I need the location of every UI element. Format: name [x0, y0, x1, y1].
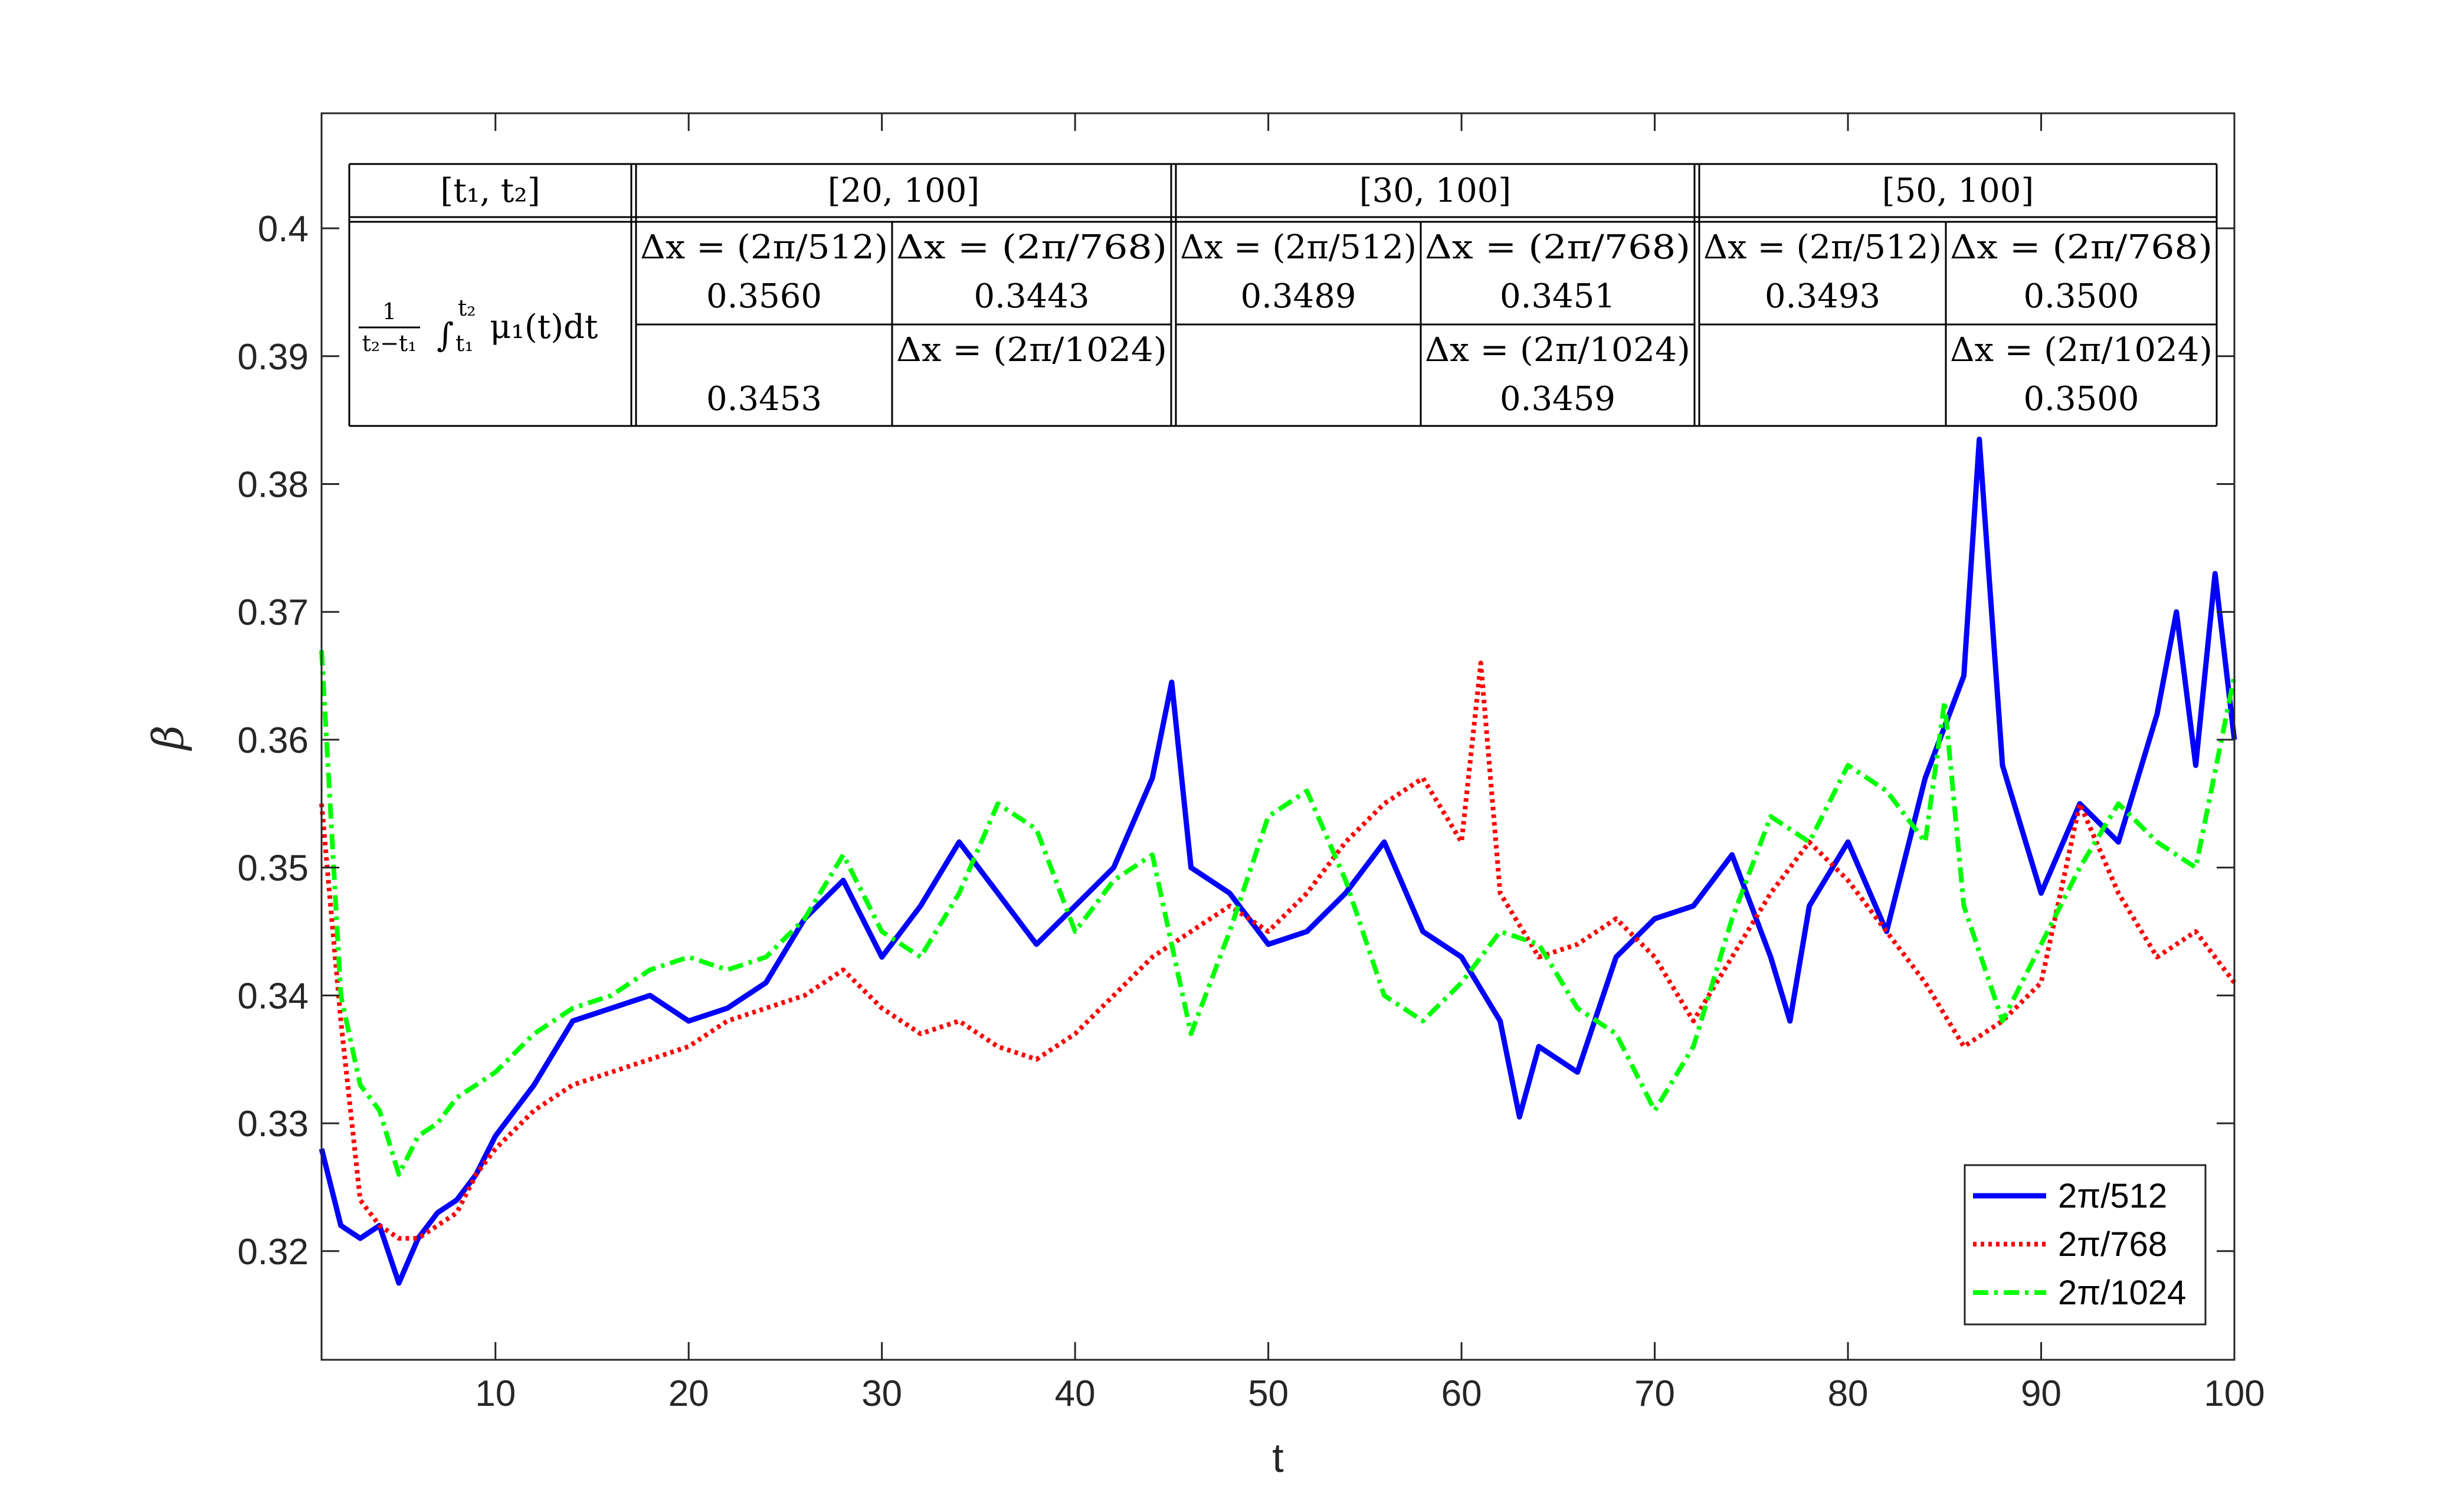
x-tick-label: 30 [861, 1373, 902, 1414]
series-line-3 [319, 650, 2237, 1177]
legend: 2π/512 2π/768 2π/1024 [1964, 1164, 2207, 1326]
table-cell-label: Δx = (2π/1024) [896, 331, 1167, 369]
row-label-upper: t₂ [458, 295, 476, 321]
x-tick-label: 50 [1248, 1373, 1289, 1414]
table-cell-value: 0.3451 [1500, 277, 1615, 316]
table-cell-value: 0.3500 [2024, 380, 2139, 418]
row-label-lower: t₁ [455, 330, 474, 356]
table-background [349, 164, 2217, 426]
row-label-numerator: 1 [382, 299, 396, 324]
table-cell-value: 0.3500 [2024, 277, 2139, 316]
table-header-interval: [30, 100] [1359, 172, 1511, 210]
table-cell-value: 0.3493 [1765, 277, 1880, 316]
legend-label: 2π/768 [2058, 1225, 2167, 1264]
x-tick-label: 100 [2204, 1373, 2264, 1414]
legend-label: 2π/512 [2058, 1177, 2167, 1215]
table-cell-label: Δx = (2π/512) [1703, 228, 1942, 267]
x-tick-label: 90 [2021, 1373, 2061, 1414]
table-cell-label: Δx = (2π/512) [640, 228, 888, 267]
x-tick-label: 40 [1055, 1373, 1096, 1414]
y-tick-label: 0.34 [237, 976, 309, 1016]
y-tick-label: 0.4 [258, 209, 309, 250]
x-tick-label: 10 [475, 1373, 516, 1414]
x-tick-label: 20 [668, 1373, 709, 1414]
x-tick-label: 80 [1828, 1373, 1869, 1414]
series-group [319, 437, 2237, 1286]
row-label-denominator: t₂−t₁ [362, 330, 417, 356]
table-cell-value: 0.3560 [706, 277, 822, 316]
table-cell-label: Δx = (2π/1024) [1950, 331, 2213, 369]
table-cell-label: Δx = (2π/768) [1950, 228, 2213, 267]
y-tick-label: 0.32 [237, 1232, 309, 1272]
table-cell-label: Δx = (2π/768) [896, 228, 1167, 267]
table-cell-label: Δx = (2π/512) [1180, 228, 1417, 267]
y-axis-label: β [143, 725, 193, 752]
y-tick-label: 0.35 [237, 848, 309, 889]
series-line-2 [319, 660, 2237, 1241]
table-cell-value: 0.3443 [974, 277, 1090, 316]
table-cell-label: Δx = (2π/768) [1425, 228, 1690, 267]
x-axis-label: t [1272, 1435, 1283, 1481]
axes-box [320, 112, 2236, 1361]
x-tick-label: 70 [1634, 1373, 1675, 1414]
table-cell-label: Δx = (2π/1024) [1425, 331, 1690, 369]
table-header-interval: [50, 100] [1882, 172, 2034, 210]
x-tick-label: 60 [1441, 1373, 1482, 1414]
legend-label: 2π/1024 [2058, 1274, 2186, 1312]
stats-table: [t₁, t₂] [20, 100] Δx = (2π/512) 0.3560 Δx =… [348, 163, 2218, 427]
table-header-label: [t₁, t₂] [440, 172, 540, 210]
series-line-1 [319, 437, 2237, 1286]
table-cell-value: 0.3459 [1500, 380, 1615, 418]
y-tick-label: 0.36 [237, 720, 309, 761]
y-tick-label: 0.38 [237, 464, 309, 505]
axes: 10 20 30 40 50 60 70 80 90 100 0.32 0.33 0.34 0.35 0.3… [143, 112, 2265, 1481]
y-tick-label: 0.37 [237, 592, 309, 633]
table-header-interval: [20, 100] [828, 172, 979, 210]
y-tick-label: 0.39 [237, 337, 309, 378]
table-cell-value: 0.3489 [1241, 277, 1356, 316]
row-label-integral: ∫ [437, 316, 454, 355]
table-cell-value: 0.3453 [706, 380, 822, 418]
row-label-integrand: μ₁(t)dt [490, 308, 598, 346]
y-tick-label: 0.33 [237, 1104, 309, 1144]
